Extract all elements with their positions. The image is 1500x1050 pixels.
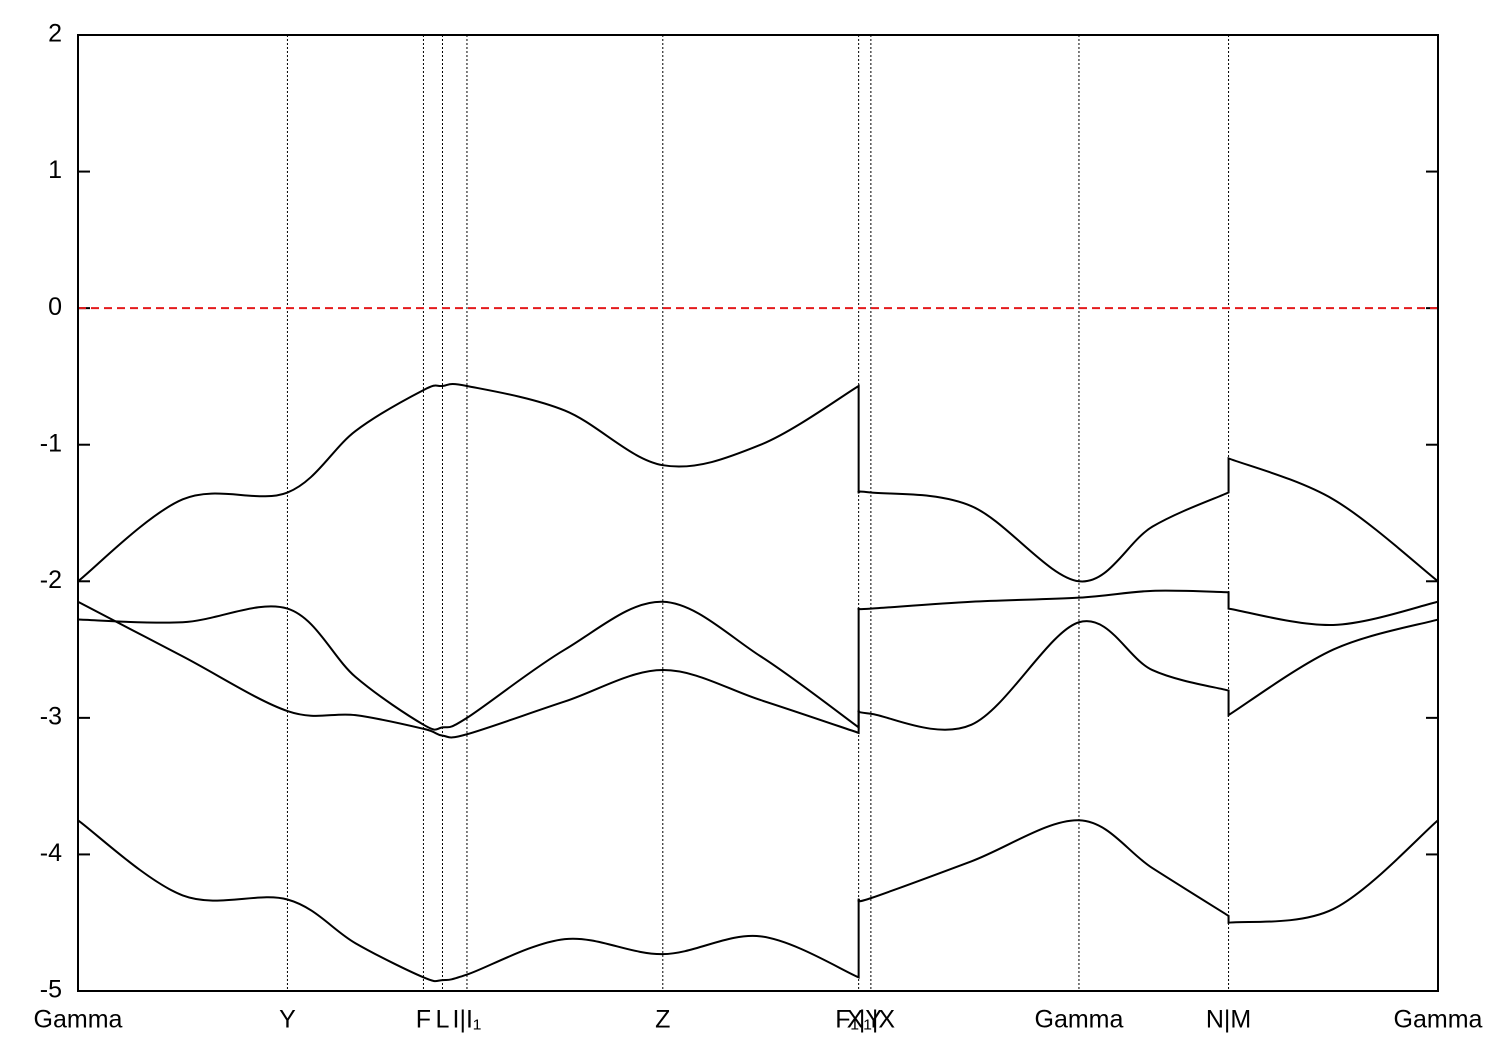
y-tick-label: 0 (48, 293, 62, 321)
y-tick-label: -4 (40, 839, 62, 867)
y-tick-label: -5 (40, 976, 62, 1004)
y-tick-label: -1 (40, 429, 62, 457)
x-tick-label: Gamma (34, 1006, 123, 1034)
band-line (77, 383, 1439, 583)
x-tick-label: N|M (1206, 1006, 1251, 1034)
x-tick-label: Y (279, 1006, 296, 1034)
x-tick-label: L (436, 1006, 450, 1034)
x-tick-label: F₁|Y (835, 1006, 882, 1034)
x-tick-label: Gamma (1394, 1006, 1483, 1034)
x-tick-label: X₁|X (847, 1006, 896, 1034)
x-tick-label: I|I₁ (453, 1006, 482, 1034)
band-line (77, 819, 1439, 983)
band-line (77, 600, 1439, 739)
y-tick-label: -2 (40, 566, 62, 594)
y-tick-label: 2 (48, 20, 62, 48)
x-tick-label: F (416, 1006, 431, 1034)
x-tick-label: Gamma (1035, 1006, 1124, 1034)
plot-frame (77, 34, 1439, 992)
y-tick-label: 1 (48, 156, 62, 184)
x-tick-label: Z (655, 1006, 670, 1034)
y-tick-label: -3 (40, 702, 62, 730)
band-line (77, 589, 1439, 731)
